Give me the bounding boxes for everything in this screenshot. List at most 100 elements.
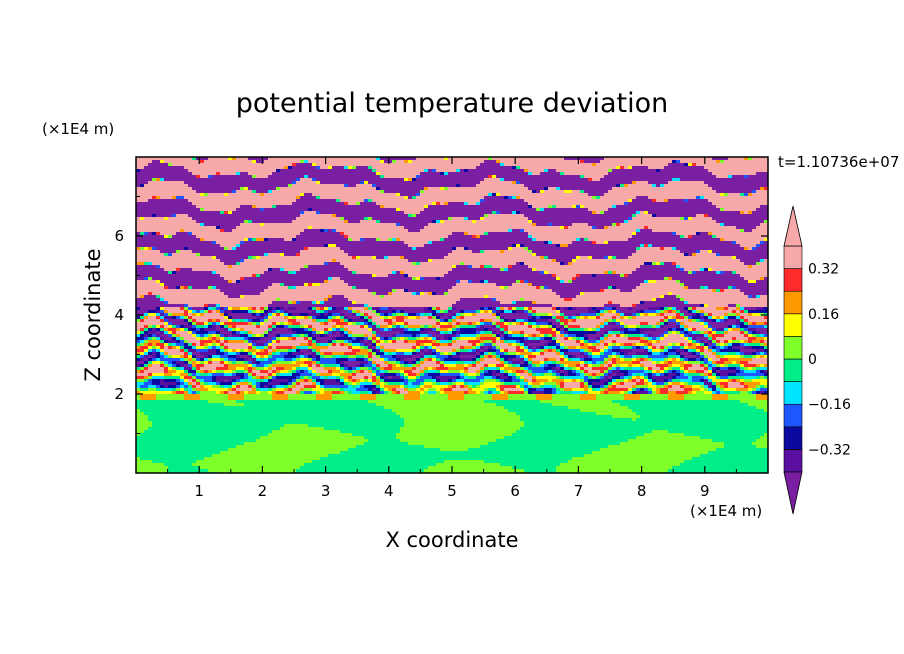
heatmap-cell bbox=[384, 241, 389, 245]
heatmap-cell bbox=[584, 217, 589, 221]
heatmap-cell bbox=[492, 157, 497, 161]
heatmap-cell bbox=[208, 208, 213, 212]
heatmap-cell bbox=[580, 238, 585, 242]
heatmap-cell bbox=[424, 184, 429, 188]
heatmap-cell bbox=[448, 238, 453, 242]
heatmap-cell bbox=[412, 199, 417, 203]
heatmap-cell bbox=[576, 211, 581, 215]
heatmap-cell bbox=[164, 166, 169, 170]
heatmap-cell bbox=[204, 181, 209, 185]
heatmap-cell bbox=[224, 205, 229, 209]
heatmap-cell bbox=[536, 226, 541, 230]
heatmap-cell bbox=[380, 190, 385, 194]
heatmap-cell bbox=[736, 232, 741, 236]
heatmap-cell bbox=[456, 157, 461, 161]
heatmap-cell bbox=[532, 223, 537, 227]
heatmap-cell bbox=[208, 235, 213, 239]
heatmap-cell bbox=[516, 181, 521, 185]
heatmap-cell bbox=[748, 223, 753, 227]
heatmap-cell bbox=[436, 217, 441, 221]
heatmap-cell bbox=[740, 202, 745, 206]
heatmap-cell bbox=[644, 214, 649, 218]
heatmap-cell bbox=[188, 232, 193, 236]
heatmap-cell bbox=[300, 208, 305, 212]
heatmap-cell bbox=[696, 199, 701, 203]
heatmap-cell bbox=[528, 172, 533, 176]
heatmap-cell bbox=[176, 184, 181, 188]
heatmap-cell bbox=[452, 163, 457, 167]
heatmap-cell bbox=[304, 178, 309, 182]
heatmap-cell bbox=[548, 196, 553, 200]
heatmap-cell bbox=[480, 187, 485, 191]
heatmap-cell bbox=[676, 169, 681, 173]
heatmap-cell bbox=[208, 217, 213, 221]
heatmap-cell bbox=[512, 217, 517, 221]
heatmap-cell bbox=[356, 226, 361, 230]
heatmap-cell bbox=[320, 169, 325, 173]
heatmap-cell bbox=[140, 211, 145, 215]
heatmap-cell bbox=[612, 217, 617, 221]
heatmap-cell bbox=[692, 226, 697, 230]
heatmap-cell bbox=[168, 199, 173, 203]
heatmap-cell bbox=[264, 199, 269, 203]
heatmap-cell bbox=[564, 238, 569, 242]
heatmap-cell bbox=[616, 238, 621, 242]
heatmap-cell bbox=[508, 244, 513, 248]
heatmap-cell bbox=[156, 193, 161, 197]
heatmap-cell bbox=[228, 187, 233, 191]
heatmap-cell bbox=[440, 190, 445, 194]
heatmap-cell bbox=[708, 220, 713, 224]
heatmap-cell bbox=[472, 172, 477, 176]
heatmap-cell bbox=[384, 190, 389, 194]
heatmap-cell bbox=[596, 241, 601, 245]
heatmap-cell bbox=[488, 235, 493, 239]
heatmap-cell bbox=[344, 166, 349, 170]
heatmap-cell bbox=[744, 220, 749, 224]
heatmap-cell bbox=[736, 244, 741, 248]
heatmap-cell bbox=[564, 160, 569, 164]
heatmap-cell bbox=[248, 202, 253, 206]
heatmap-cell bbox=[472, 160, 477, 164]
heatmap-cell bbox=[256, 244, 261, 248]
heatmap-cell bbox=[648, 163, 653, 167]
heatmap-cell bbox=[616, 235, 621, 239]
heatmap-cell bbox=[764, 241, 768, 245]
heatmap-cell bbox=[520, 175, 525, 179]
heatmap-cell bbox=[608, 214, 613, 218]
heatmap-cell bbox=[232, 199, 237, 203]
heatmap-cell bbox=[272, 163, 277, 167]
heatmap-cell bbox=[712, 247, 717, 251]
heatmap-cell bbox=[468, 235, 473, 239]
heatmap-cell bbox=[684, 163, 689, 167]
heatmap-cell bbox=[280, 169, 285, 173]
heatmap-cell bbox=[208, 202, 213, 206]
heatmap-cell bbox=[628, 229, 633, 233]
heatmap-cell bbox=[424, 172, 429, 176]
heatmap-cell bbox=[604, 205, 609, 209]
heatmap-cell bbox=[648, 235, 653, 239]
heatmap-cell bbox=[428, 214, 433, 218]
heatmap-cell bbox=[464, 199, 469, 203]
heatmap-cell bbox=[384, 178, 389, 182]
heatmap-cell bbox=[268, 211, 273, 215]
heatmap-cell bbox=[204, 196, 209, 200]
heatmap-cell bbox=[692, 196, 697, 200]
heatmap-cell bbox=[740, 235, 745, 239]
heatmap-cell bbox=[248, 196, 253, 200]
heatmap-cell bbox=[316, 184, 321, 188]
heatmap-cell bbox=[264, 214, 269, 218]
heatmap-cell bbox=[340, 202, 345, 206]
heatmap-cell bbox=[652, 235, 657, 239]
heatmap-cell bbox=[304, 202, 309, 206]
heatmap-cell bbox=[512, 232, 517, 236]
heatmap-cell bbox=[616, 232, 621, 236]
heatmap-cell bbox=[364, 223, 369, 227]
heatmap-cell bbox=[640, 178, 645, 182]
heatmap-cell bbox=[260, 187, 265, 191]
heatmap-cell bbox=[436, 235, 441, 239]
heatmap-cell bbox=[516, 205, 521, 209]
heatmap-cell bbox=[604, 226, 609, 230]
heatmap-cell bbox=[588, 229, 593, 233]
heatmap-cell bbox=[212, 157, 217, 161]
heatmap-cell bbox=[736, 193, 741, 197]
